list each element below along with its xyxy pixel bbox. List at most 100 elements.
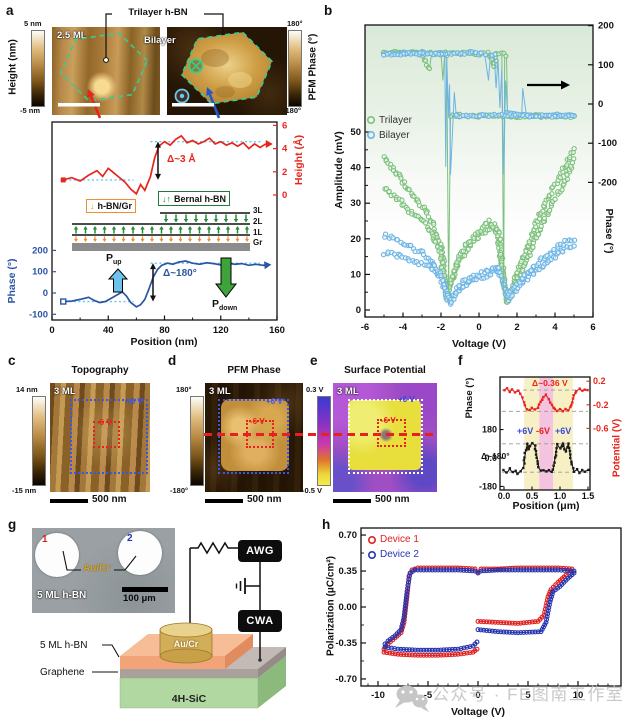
svg-text:-0.70: -0.70	[335, 674, 357, 685]
pfm-colorbar-bottom-label: -180°	[283, 106, 302, 115]
f-region-label-2: -6V	[536, 426, 551, 436]
height-axis-label: Height (Å)	[293, 134, 306, 186]
pfm-phase-title: PFM Phase	[227, 365, 281, 376]
pfm-colorbar-axis-label: PFM Phase (°)	[307, 33, 319, 101]
e-colorbar	[317, 396, 331, 486]
c-plus6v-box	[70, 399, 148, 474]
svg-text:180: 180	[482, 425, 497, 435]
d-scalebar	[205, 499, 243, 503]
e-scalebar-label: 500 nm	[375, 494, 410, 505]
svg-text:4: 4	[552, 322, 558, 333]
e-colorbar-bottom: -0.5 V	[302, 486, 323, 495]
electrode-2-label: 2	[127, 533, 133, 544]
svg-text:0.0: 0.0	[498, 491, 511, 501]
svg-text:0: 0	[43, 288, 48, 299]
svg-text:0: 0	[356, 305, 361, 316]
c-colorbar	[32, 396, 46, 486]
legend-trilayer: Trilayer	[379, 115, 412, 126]
svg-text:-100: -100	[598, 138, 617, 149]
c-minus6v-box	[93, 421, 120, 448]
svg-text:-6: -6	[361, 322, 369, 333]
svg-text:2: 2	[282, 167, 287, 178]
f-region-label-1: +6V	[517, 426, 534, 436]
panel-g-label: g	[8, 517, 17, 532]
film-label: 5 ML h-BN	[37, 590, 87, 601]
cylinder-aucr-label: Au/Cr	[173, 639, 199, 649]
layer-label-2l: 2L	[253, 217, 263, 226]
svg-text:200: 200	[32, 245, 48, 256]
polarization-axis-label: Polarization (μC/cm²)	[325, 555, 337, 657]
position-axis-label: Position (nm)	[130, 336, 198, 348]
svg-text:6: 6	[590, 322, 595, 333]
svg-text:2: 2	[514, 322, 519, 333]
awg-box: AWG	[238, 540, 282, 562]
p-down-label: Pdown	[212, 298, 238, 313]
svg-text:200: 200	[598, 21, 614, 32]
electrode-2-pad	[118, 531, 162, 575]
d-scalebar-label: 500 nm	[247, 494, 282, 505]
svg-text:100: 100	[598, 60, 614, 71]
delta-phase-annotation: Δ~180°	[163, 268, 197, 279]
d-colorbar-top: 180°	[176, 385, 192, 394]
svg-text:20: 20	[350, 234, 361, 245]
panel-b-plot-background	[365, 25, 593, 317]
svg-text:0: 0	[282, 190, 287, 201]
e-minus6v-label: -6 V	[381, 416, 396, 425]
trilayer-hbn-pointer-label: Trilayer h-BN	[128, 7, 188, 18]
d-plus6v-box	[218, 399, 289, 474]
layer-label-gr: Gr	[253, 238, 263, 247]
f-potential-axis-label: Potential (V)	[611, 418, 623, 478]
green-updown-arrows-icon: ↓↑	[162, 193, 171, 204]
panel-h-label: h	[322, 517, 331, 532]
electrode-1-label: 1	[42, 534, 48, 545]
height-colorbar	[31, 30, 45, 107]
pfm-colorbar	[288, 30, 302, 107]
svg-text:0.2: 0.2	[593, 376, 606, 386]
height-colorbar-axis-label: Height (nm)	[7, 39, 19, 95]
e-plus6v-label: +6 V	[398, 395, 415, 404]
d-minus6v-label: -6 V	[250, 417, 265, 426]
panel-a-label: a	[6, 3, 14, 18]
panel-b-label: b	[324, 3, 333, 18]
g-scalebar	[122, 587, 168, 592]
stack-graphene-label: Graphene	[40, 667, 85, 678]
svg-text:-100: -100	[29, 309, 48, 320]
height-colorbar-bottom-label: -5 nm	[20, 106, 41, 115]
c-colorbar-top: 14 nm	[16, 385, 38, 394]
panel-d-label: d	[168, 353, 177, 368]
substrate-label: 4H-SiC	[171, 693, 207, 705]
svg-text:0: 0	[49, 325, 54, 336]
surface-potential-title: Surface Potential	[344, 365, 426, 376]
c-ml-tag: 3 ML	[54, 386, 76, 397]
e-colorbar-top: 0.3 V	[306, 385, 324, 394]
e-plus6v-box	[348, 399, 423, 474]
svg-text:-0.6: -0.6	[593, 423, 609, 433]
svg-text:0: 0	[476, 322, 481, 333]
watermark-text: 公众号 · FE图南工作室	[432, 685, 625, 704]
panel-c-label: c	[8, 353, 16, 368]
svg-text:-200: -200	[598, 177, 617, 188]
c-scalebar	[50, 499, 88, 503]
e-scalebar	[333, 499, 371, 503]
pfm-colorbar-top-label: 180°	[287, 19, 303, 28]
svg-text:4: 4	[282, 144, 288, 155]
b-phase-axis-label: Phase (°)	[602, 208, 615, 254]
height-colorbar-top-label: 5 nm	[24, 19, 42, 28]
delta-height-annotation: Δ~3 Å	[167, 154, 196, 165]
svg-text:-180: -180	[479, 481, 497, 491]
ml-tag: 2.5 ML	[57, 30, 87, 41]
svg-text:160: 160	[269, 325, 285, 336]
d-ml-tag: 3 ML	[209, 386, 231, 397]
pfm-phase-image	[167, 27, 287, 115]
svg-text:-0.35: -0.35	[335, 638, 357, 649]
e-ml-tag: 3 ML	[337, 386, 359, 397]
bernal-hbn-legend: ↓↑ Bernal h-BN	[158, 191, 231, 206]
svg-text:30: 30	[350, 198, 361, 209]
svg-text:100: 100	[32, 267, 48, 278]
svg-text:-10: -10	[371, 690, 385, 701]
layer-label-1l: 1L	[253, 228, 263, 237]
svg-text:6: 6	[282, 120, 287, 131]
b-voltage-axis-label: Voltage (V)	[451, 338, 507, 350]
c-scalebar-label: 500 nm	[92, 494, 127, 505]
